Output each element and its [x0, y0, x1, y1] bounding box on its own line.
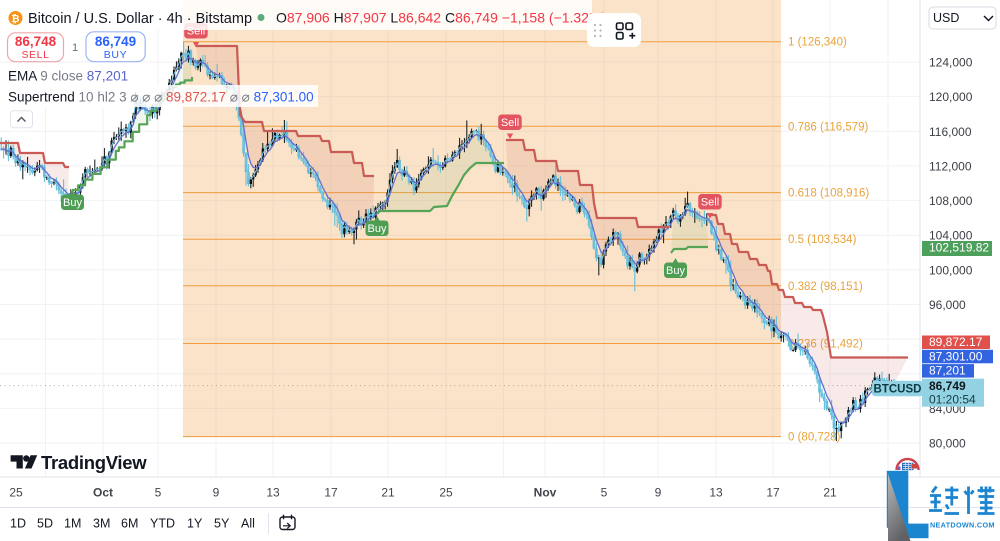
svg-text:108,000: 108,000	[929, 194, 973, 208]
svg-text:86,749: 86,749	[95, 34, 136, 49]
svg-text:5D: 5D	[37, 517, 53, 531]
svg-text:3M: 3M	[93, 517, 110, 531]
svg-text:112,000: 112,000	[929, 159, 972, 173]
svg-text:YTD: YTD	[150, 517, 175, 531]
svg-text:96,000: 96,000	[929, 298, 966, 312]
svg-text:1: 1	[72, 42, 78, 54]
svg-text:13: 13	[266, 486, 280, 500]
svg-text:21: 21	[381, 486, 395, 500]
svg-text:100,000: 100,000	[929, 263, 973, 277]
svg-text:0.236 (91,492): 0.236 (91,492)	[788, 339, 863, 351]
svg-text:₿: ₿	[11, 13, 19, 25]
svg-text:1D: 1D	[10, 517, 26, 531]
svg-text:80,000: 80,000	[929, 437, 966, 451]
svg-text:5: 5	[155, 486, 162, 500]
svg-text:All: All	[241, 517, 255, 531]
svg-text:Supertrend 10 hl2 3 ⌀ ⌀ ⌀ 89,: Supertrend 10 hl2 3 ⌀ ⌀ ⌀ 89,872.17 ⌀ ⌀ …	[8, 90, 314, 105]
svg-text:102,519.82: 102,519.82	[929, 241, 989, 255]
svg-text:0.786 (116,579): 0.786 (116,579)	[788, 121, 869, 133]
svg-text:0.5 (103,534): 0.5 (103,534)	[788, 234, 857, 246]
svg-text:104,000: 104,000	[929, 229, 973, 243]
svg-text:9: 9	[213, 486, 220, 500]
svg-text:89,872.17: 89,872.17	[929, 335, 983, 349]
svg-text:120,000: 120,000	[929, 90, 973, 104]
svg-text:0.382 (98,151): 0.382 (98,151)	[788, 281, 863, 293]
svg-text:116,000: 116,000	[929, 125, 972, 139]
svg-text:Sell: Sell	[501, 117, 519, 129]
svg-text:Nov: Nov	[534, 486, 557, 500]
svg-text:0 (80,728): 0 (80,728)	[788, 432, 841, 444]
svg-text:9: 9	[655, 486, 662, 500]
svg-text:25: 25	[9, 486, 23, 500]
svg-text:SELL: SELL	[21, 49, 49, 61]
svg-text:1Y: 1Y	[187, 517, 203, 531]
svg-text:01:20:54: 01:20:54	[929, 392, 976, 406]
svg-text:87,301.00: 87,301.00	[929, 349, 983, 363]
svg-text:1M: 1M	[64, 517, 81, 531]
svg-text:NEATDOWN.COM: NEATDOWN.COM	[930, 521, 995, 530]
svg-text:17: 17	[766, 486, 780, 500]
svg-text:124,000: 124,000	[929, 56, 973, 70]
svg-text:Sell: Sell	[701, 196, 719, 208]
svg-text:21: 21	[823, 486, 837, 500]
svg-text:O87,906 H87,907 L86,642 C86,74: O87,906 H87,907 L86,642 C86,749 −1,158 (…	[276, 10, 606, 26]
svg-text:86,749: 86,749	[929, 379, 966, 393]
svg-text:USD: USD	[933, 11, 959, 25]
svg-text:17: 17	[324, 486, 338, 500]
svg-text:Buy: Buy	[368, 223, 387, 235]
svg-text:6M: 6M	[121, 517, 138, 531]
svg-text:Buy: Buy	[666, 265, 685, 277]
svg-text:0.618 (108,916): 0.618 (108,916)	[788, 188, 869, 200]
svg-text:EMA 9 close 87,201: EMA 9 close 87,201	[8, 69, 128, 84]
svg-text:87,201: 87,201	[929, 364, 966, 378]
svg-text:BUY: BUY	[104, 49, 127, 61]
svg-text:Bitcoin / U.S. Dollar · 4h · B: Bitcoin / U.S. Dollar · 4h · Bitstamp	[28, 11, 252, 27]
svg-text:13: 13	[709, 486, 723, 500]
svg-text:Buy: Buy	[63, 197, 82, 209]
svg-text:BTCUSD: BTCUSD	[874, 383, 922, 395]
svg-text:5: 5	[601, 486, 608, 500]
svg-text:Oct: Oct	[93, 486, 113, 500]
svg-text:86,748: 86,748	[15, 34, 57, 49]
svg-text:1 (126,340): 1 (126,340)	[788, 37, 847, 49]
svg-text:25: 25	[439, 486, 453, 500]
svg-text:TradingView: TradingView	[41, 452, 147, 473]
svg-text:5Y: 5Y	[214, 517, 230, 531]
